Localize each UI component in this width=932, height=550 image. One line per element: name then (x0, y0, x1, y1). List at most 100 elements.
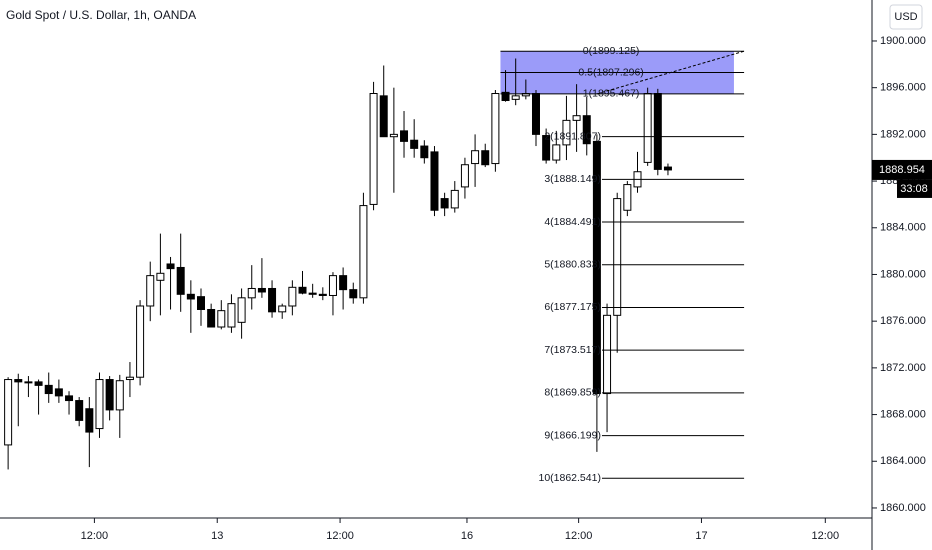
last-price-label: 1888.954 (879, 164, 925, 176)
x-tick-label: 12:00 (565, 530, 593, 542)
candle-body (288, 286, 297, 307)
y-tick-label: 1864.000 (880, 455, 926, 467)
candle-body (217, 310, 226, 328)
candle-body (542, 135, 551, 161)
fib-level-label: 0(1899.125) (583, 45, 640, 57)
candle-body (582, 115, 591, 145)
candle-body (379, 95, 388, 138)
candle-body (166, 263, 175, 270)
candle-body (146, 275, 155, 307)
candle-body (257, 287, 266, 293)
candle-body (156, 272, 165, 281)
candle-body (85, 408, 94, 433)
candle-body (105, 379, 114, 411)
candle-body (14, 379, 23, 383)
candle-body (592, 140, 601, 395)
fib-level-label: 4(1884.491) (544, 216, 601, 228)
candle-body (4, 379, 13, 446)
countdown-label: 33:08 (900, 183, 928, 195)
fib-level-label: 5(1880.833) (544, 259, 601, 271)
candle-body (75, 400, 84, 421)
candle-body (420, 145, 429, 159)
fib-level-label: 6(1877.175) (544, 301, 601, 313)
candle-body (613, 198, 622, 316)
currency-button[interactable] (889, 4, 923, 30)
fib-level-label: 10(1862.541) (538, 472, 600, 484)
candle-body (430, 151, 439, 211)
candle-body (501, 91, 510, 102)
y-tick-label: 1860.000 (880, 502, 926, 514)
fib-level-label: 8(1869.859) (544, 387, 601, 399)
candle-body (653, 93, 662, 170)
fib-level-label: 1(1895.467) (583, 88, 640, 100)
x-tick-label: 12:00 (81, 530, 109, 542)
y-tick-label: 1892.000 (880, 128, 926, 140)
last-price-box (872, 159, 932, 180)
candle-body (196, 296, 205, 310)
candle-body (227, 303, 236, 328)
candle-body (349, 289, 358, 299)
candle-body (511, 95, 520, 100)
y-tick-label: 1876.000 (880, 315, 926, 327)
candle-body (34, 381, 43, 386)
candle-body (207, 308, 216, 328)
y-tick-label: 1880.000 (880, 268, 926, 280)
candle-body (247, 287, 256, 299)
candle-body (471, 150, 480, 165)
candle-body (176, 266, 185, 295)
candle-body (460, 164, 469, 188)
candle-body (278, 305, 287, 313)
fib-level-label: 2(1891.807) (544, 130, 601, 142)
candle-body (24, 381, 33, 384)
candle-body (65, 395, 74, 402)
x-tick-label: 13 (211, 530, 223, 542)
x-tick-label: 12:00 (326, 530, 354, 542)
candle-body (603, 314, 612, 395)
fib-trend-line (596, 50, 745, 95)
candle-body (562, 119, 571, 146)
candle-body (481, 150, 490, 166)
candle-body (440, 198, 449, 209)
y-tick-label: 1884.000 (880, 222, 926, 234)
candle-body (359, 205, 368, 299)
candle-body (308, 292, 317, 295)
candle-body (450, 189, 459, 209)
candle-body (328, 275, 337, 296)
y-tick-label: 1896.000 (880, 82, 926, 94)
candle-body (410, 139, 419, 149)
candle-body (400, 130, 409, 142)
candle-body (115, 380, 124, 411)
countdown-box (897, 179, 932, 198)
candle-body (268, 287, 277, 313)
candle-body (298, 286, 307, 294)
x-tick-label: 17 (695, 530, 707, 542)
candle-body (531, 93, 540, 135)
fib-level-label: 7(1873.517) (544, 344, 601, 356)
candle-body (643, 93, 652, 163)
y-tick-label: 1900.000 (880, 35, 926, 47)
candle-body (136, 305, 145, 378)
candle-body (125, 376, 134, 381)
candle-body (339, 275, 348, 291)
candle-body (318, 293, 327, 296)
x-tick-label: 16 (461, 530, 473, 542)
candle-body (623, 184, 632, 211)
candle-body (237, 297, 246, 323)
x-tick-label: 12:00 (812, 530, 840, 542)
fib-level-label: 0.5(1897.296) (578, 66, 643, 78)
candle-body (54, 388, 63, 397)
fib-level-label: 3(1888.149) (544, 173, 601, 185)
candle-body (491, 93, 500, 165)
y-tick-label: 1872.000 (880, 362, 926, 374)
candle-body (663, 166, 672, 171)
candle-body (572, 115, 581, 121)
candle-body (95, 379, 104, 430)
candle-body (552, 144, 561, 161)
candle-body (186, 293, 195, 300)
currency-label: USD (894, 11, 917, 23)
candle-body (389, 133, 398, 138)
candle-body (369, 93, 378, 205)
y-tick-label: 1868.000 (880, 408, 926, 420)
fib-level-label: 9(1866.199) (544, 429, 601, 441)
